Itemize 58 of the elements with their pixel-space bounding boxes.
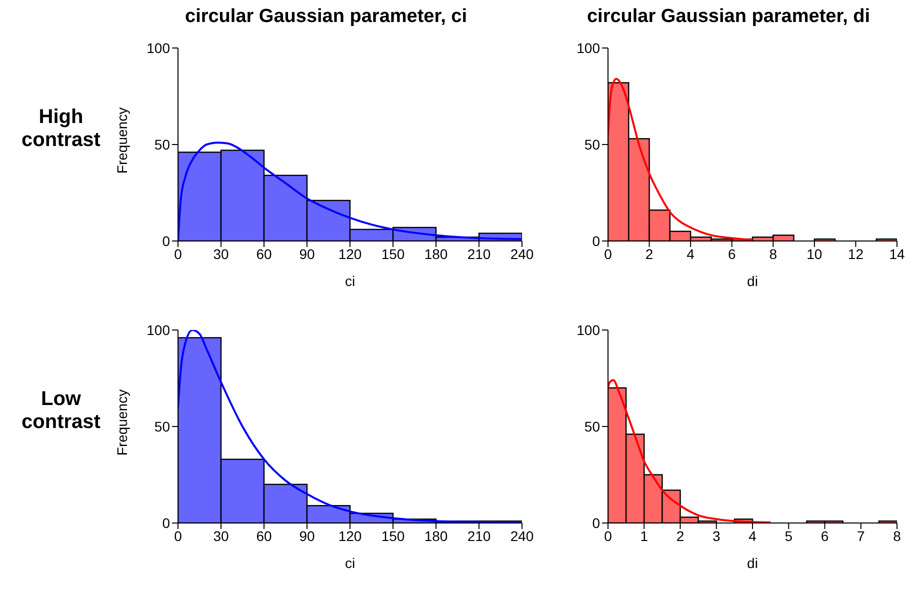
x-tick-label: 90: [299, 528, 315, 544]
text: Low contrast: [20, 388, 102, 434]
x-tick-label: 0: [174, 528, 182, 544]
y-tick-label: 100: [146, 40, 170, 56]
x-tick-label: 6: [820, 528, 829, 544]
x-tick-label: 2: [676, 528, 684, 544]
y-axis-title: Frequency: [113, 106, 131, 176]
x-axis-title: di: [746, 554, 759, 572]
x-tick-label: 210: [467, 528, 491, 544]
text: High contrast: [20, 106, 102, 152]
x-tick-label: 120: [338, 246, 362, 262]
x-tick-label: 210: [467, 246, 491, 262]
y-tick-label: 100: [146, 322, 170, 338]
chart-title: circular Gaussian parameter, di: [586, 6, 872, 28]
x-tick-label: 60: [256, 246, 272, 262]
x-tick-label: 7: [856, 528, 865, 544]
x-tick-label: 180: [424, 528, 448, 544]
y-axis-title: Frequency: [113, 388, 131, 458]
x-tick-label: 12: [848, 246, 864, 262]
x-tick-label: 2: [645, 246, 654, 262]
x-tick-label: 30: [213, 528, 229, 544]
x-tick-label: 0: [604, 528, 612, 544]
x-axis-title: di: [746, 272, 759, 290]
x-tick-label: 5: [784, 528, 793, 544]
y-tick-label: 50: [154, 136, 170, 152]
x-axis-title: ci: [344, 272, 356, 290]
y-tick-label: 100: [576, 322, 600, 338]
y-tick-label: 50: [154, 418, 170, 434]
x-tick-label: 120: [338, 528, 362, 544]
x-tick-label: 8: [893, 528, 902, 544]
x-tick-label: 150: [381, 246, 405, 262]
x-tick-label: 150: [381, 528, 405, 544]
y-tick-label: 100: [576, 40, 600, 56]
x-tick-label: 240: [510, 528, 534, 544]
y-tick-label: 50: [584, 136, 600, 152]
x-tick-label: 0: [174, 246, 182, 262]
x-tick-label: 6: [728, 246, 736, 262]
x-tick-label: 240: [510, 246, 534, 262]
x-tick-label: 8: [769, 246, 778, 262]
x-tick-label: 14: [889, 246, 905, 262]
y-tick-label: 0: [162, 514, 170, 531]
x-tick-label: 90: [299, 246, 315, 262]
x-tick-label: 1: [640, 528, 648, 544]
y-tick-label: 0: [592, 514, 600, 531]
x-tick-label: 4: [686, 246, 695, 262]
x-tick-label: 4: [748, 528, 757, 544]
chart-title: circular Gaussian parameter, ci: [184, 6, 468, 28]
x-tick-label: 10: [806, 246, 822, 262]
x-tick-label: 3: [712, 528, 720, 544]
line-series: [608, 379, 772, 523]
x-axis-title: ci: [344, 554, 356, 572]
x-tick-label: 0: [604, 246, 612, 262]
x-tick-label: 30: [213, 246, 229, 262]
y-tick-label: 50: [584, 418, 600, 434]
y-tick-label: 0: [162, 232, 170, 249]
y-tick-label: 0: [592, 232, 600, 249]
x-tick-label: 180: [424, 246, 448, 262]
x-tick-label: 60: [256, 528, 272, 544]
